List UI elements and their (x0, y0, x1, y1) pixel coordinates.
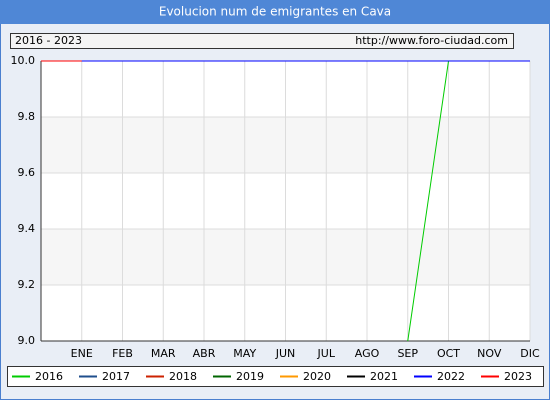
x-tick-label: JUL (317, 347, 336, 360)
y-tick-label: 9.6 (18, 166, 36, 179)
chart-title: Evolucion num de emigrantes en Cava (159, 5, 391, 19)
title-bar (0, 0, 550, 24)
legend-label: 2023 (504, 370, 532, 383)
legend-label: 2019 (236, 370, 264, 383)
x-tick-label: MAR (151, 347, 176, 360)
x-tick-label: NOV (477, 347, 502, 360)
y-tick-label: 9.0 (18, 334, 36, 347)
legend-box (7, 366, 544, 387)
legend-label: 2021 (370, 370, 398, 383)
x-tick-label: FEB (112, 347, 133, 360)
y-tick-label: 9.8 (18, 110, 36, 123)
x-tick-label: ABR (193, 347, 216, 360)
x-tick-label: SEP (397, 347, 418, 360)
subtitle: 2016 - 2023 (15, 34, 82, 47)
legend-label: 2022 (437, 370, 465, 383)
x-tick-label: AGO (355, 347, 380, 360)
y-tick-label: 9.4 (18, 222, 36, 235)
legend-label: 2018 (169, 370, 197, 383)
y-tick-label: 10.0 (11, 54, 36, 67)
legend-label: 2017 (102, 370, 130, 383)
x-tick-label: OCT (437, 347, 460, 360)
x-tick-label: ENE (71, 347, 93, 360)
source: http://www.foro-ciudad.com (355, 34, 508, 47)
x-tick-label: DIC (520, 347, 540, 360)
subheader-box (10, 33, 514, 49)
x-tick-label: MAY (233, 347, 256, 360)
legend-label: 2016 (35, 370, 63, 383)
legend-label: 2020 (303, 370, 331, 383)
y-tick-label: 9.2 (18, 278, 36, 291)
x-tick-label: JUN (275, 347, 296, 360)
